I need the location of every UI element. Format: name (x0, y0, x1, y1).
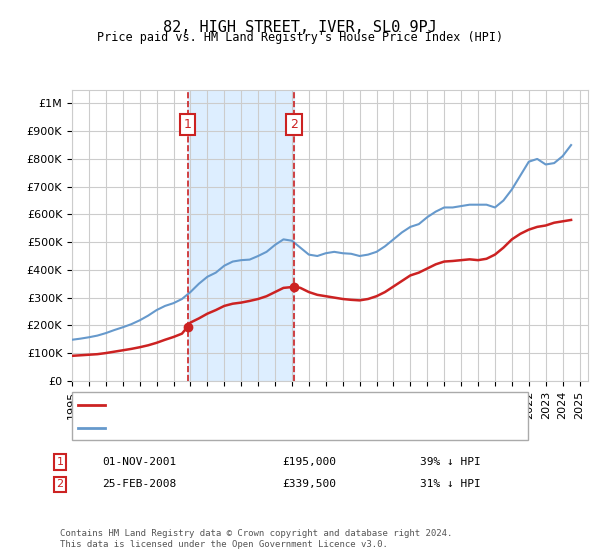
Text: £339,500: £339,500 (282, 479, 336, 489)
Text: 2: 2 (290, 118, 298, 131)
Text: 01-NOV-2001: 01-NOV-2001 (102, 457, 176, 467)
Text: 82, HIGH STREET, IVER, SL0 9PJ: 82, HIGH STREET, IVER, SL0 9PJ (163, 20, 437, 35)
Text: 2: 2 (56, 479, 64, 489)
Text: 39% ↓ HPI: 39% ↓ HPI (420, 457, 481, 467)
Bar (188, 90, 294, 381)
Text: 31% ↓ HPI: 31% ↓ HPI (420, 479, 481, 489)
Text: 82, HIGH STREET, IVER, SL0 9PJ (detached house): 82, HIGH STREET, IVER, SL0 9PJ (detached… (109, 400, 403, 410)
Text: 25-FEB-2008: 25-FEB-2008 (102, 479, 176, 489)
Text: Price paid vs. HM Land Registry's House Price Index (HPI): Price paid vs. HM Land Registry's House … (97, 31, 503, 44)
Text: 1: 1 (56, 457, 64, 467)
Text: HPI: Average price, detached house, Buckinghamshire: HPI: Average price, detached house, Buck… (109, 423, 428, 433)
Text: 1: 1 (184, 118, 191, 131)
Text: Contains HM Land Registry data © Crown copyright and database right 2024.
This d: Contains HM Land Registry data © Crown c… (60, 529, 452, 549)
Text: £195,000: £195,000 (282, 457, 336, 467)
